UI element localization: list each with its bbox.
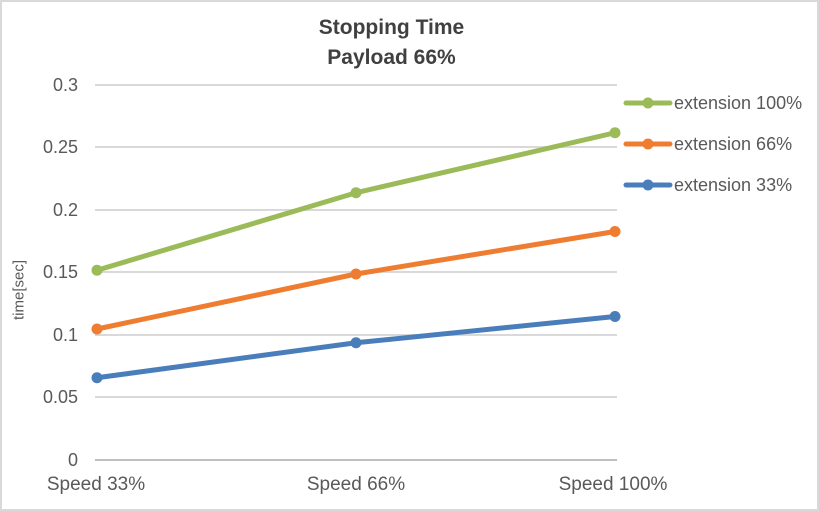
plot-area xyxy=(91,127,621,384)
legend: extension 100% extension 66% extension 3… xyxy=(623,91,803,197)
y-tick-label: 0.3 xyxy=(52,75,78,95)
data-point-marker xyxy=(609,311,621,322)
legend-label: extension 66% xyxy=(674,133,793,154)
x-tick-label: Speed 66% xyxy=(306,474,406,495)
chart-title: Stopping Time Payload 66% xyxy=(2,13,781,73)
chart-title-line1: Stopping Time xyxy=(318,16,465,39)
gridline xyxy=(95,84,617,86)
line-marker-icon xyxy=(623,138,673,150)
x-tick-label: Speed 33% xyxy=(46,474,146,495)
legend-item: extension 66% xyxy=(623,132,802,156)
x-axis-line xyxy=(95,459,617,461)
y-tick-label: 0.25 xyxy=(42,137,78,157)
data-point-marker xyxy=(350,268,362,280)
legend-item: extension 33% xyxy=(623,173,802,197)
line-marker-icon xyxy=(623,179,673,191)
chart-title-line2: Payload 66% xyxy=(327,46,456,69)
gridline xyxy=(95,209,617,211)
y-tick-label: 0 xyxy=(67,450,78,470)
data-point-marker xyxy=(350,187,362,199)
gridline xyxy=(95,396,617,398)
legend-label: extension 33% xyxy=(674,174,793,195)
legend-label: extension 100% xyxy=(674,92,803,113)
y-tick-label: 0.1 xyxy=(52,325,78,345)
y-tick-label: 0.2 xyxy=(52,200,78,220)
line-marker-icon xyxy=(623,97,673,109)
data-point-marker xyxy=(91,264,103,276)
data-point-marker xyxy=(350,337,362,349)
data-point-marker xyxy=(91,323,103,335)
legend-item: extension 100% xyxy=(623,91,803,115)
data-point-marker xyxy=(609,127,621,139)
data-point-marker xyxy=(91,372,103,384)
gridline xyxy=(95,334,617,336)
data-series-line xyxy=(94,130,618,273)
x-tick-label: Speed 100% xyxy=(558,474,668,495)
y-tick-label: 0.15 xyxy=(42,262,78,282)
gridline xyxy=(95,146,617,148)
y-tick-label: 0.05 xyxy=(42,387,78,407)
data-point-marker xyxy=(609,226,621,237)
